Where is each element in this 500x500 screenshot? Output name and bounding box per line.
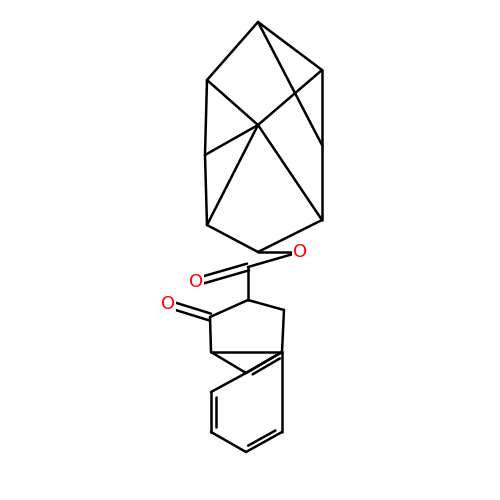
Text: O: O xyxy=(293,243,307,261)
Text: O: O xyxy=(189,273,203,291)
Text: O: O xyxy=(161,295,175,313)
